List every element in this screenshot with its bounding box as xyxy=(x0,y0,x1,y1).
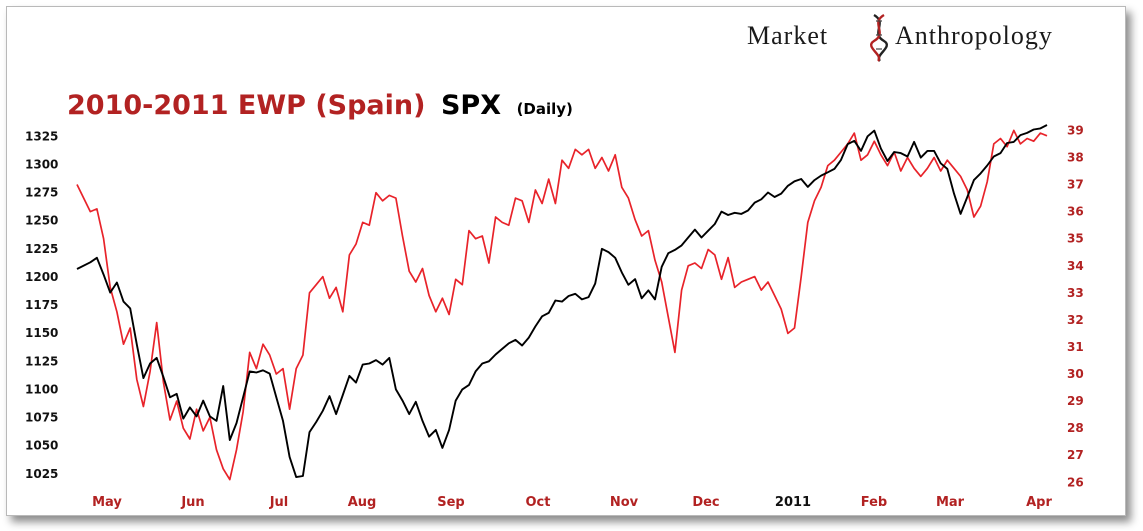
right-tick-label: 32 xyxy=(1067,313,1084,327)
right-tick-label: 29 xyxy=(1067,394,1084,408)
chart-title: 2010-2011 EWP (Spain) SPX (Daily) xyxy=(67,90,573,121)
right-tick-label: 31 xyxy=(1067,340,1084,354)
chart-canvas: Market Anthropology 2010-2011 EWP (Spain… xyxy=(25,13,1084,510)
spx-series-line xyxy=(76,124,1048,479)
left-tick-label: 1125 xyxy=(25,354,58,368)
x-tick-label: 2011 xyxy=(775,495,811,510)
plot-lines xyxy=(76,124,1048,481)
x-tick-label: Feb xyxy=(861,495,887,510)
right-tick-label: 34 xyxy=(1067,259,1084,273)
left-tick-label: 1225 xyxy=(25,242,58,256)
x-axis-ticks: May Jun Jul Aug Sep Oct Nov Dec 2011 Feb Mar Apr xyxy=(92,495,1052,510)
right-tick-label: 27 xyxy=(1067,448,1084,462)
title-note: (Daily) xyxy=(517,100,573,118)
left-tick-label: 1075 xyxy=(25,411,58,425)
left-tick-label: 1150 xyxy=(25,326,58,340)
left-tick-label: 1100 xyxy=(25,382,58,396)
left-tick-label: 1025 xyxy=(25,467,58,481)
title-secondary: SPX xyxy=(441,90,501,121)
x-tick-label: Sep xyxy=(437,495,465,510)
dna-helix-icon xyxy=(870,13,888,62)
x-tick-label: Jul xyxy=(269,495,289,510)
brand-second-word: Anthropology xyxy=(895,21,1053,50)
left-tick-label: 1275 xyxy=(25,186,58,200)
left-tick-label: 1175 xyxy=(25,298,58,312)
right-tick-label: 33 xyxy=(1067,286,1084,300)
right-tick-label: 26 xyxy=(1067,475,1084,489)
right-tick-label: 38 xyxy=(1067,150,1084,164)
left-axis-ticks: 1325 1300 1275 1250 1225 1200 1175 1150 1125 1100… xyxy=(25,129,58,481)
right-tick-label: 37 xyxy=(1067,178,1084,192)
right-tick-label: 36 xyxy=(1067,205,1084,219)
x-tick-label: Apr xyxy=(1026,495,1052,510)
left-tick-label: 1050 xyxy=(25,439,58,453)
x-tick-label: Oct xyxy=(526,495,551,510)
x-tick-label: May xyxy=(92,495,122,510)
x-tick-label: Nov xyxy=(610,495,639,510)
title-main: 2010-2011 EWP (Spain) xyxy=(67,90,425,121)
right-axis-ticks: 39 38 37 36 35 34 33 32 31 30 29 28 27 26 xyxy=(1067,123,1084,489)
brand-logo: Market Anthropology xyxy=(747,13,1053,62)
right-tick-label: 39 xyxy=(1067,123,1084,137)
x-tick-label: Dec xyxy=(692,495,719,510)
right-tick-label: 30 xyxy=(1067,367,1084,381)
ewp-series-line xyxy=(76,129,1048,481)
left-tick-label: 1325 xyxy=(25,129,58,143)
x-tick-label: Mar xyxy=(936,495,965,510)
left-tick-label: 1200 xyxy=(25,270,58,284)
x-tick-label: Jun xyxy=(180,495,204,510)
right-tick-label: 35 xyxy=(1067,232,1084,246)
brand-first-word: Market xyxy=(747,21,828,50)
right-tick-label: 28 xyxy=(1067,421,1084,435)
left-tick-label: 1300 xyxy=(25,157,58,171)
chart-frame: Market Anthropology 2010-2011 EWP (Spain… xyxy=(6,6,1126,516)
x-tick-label: Aug xyxy=(348,495,377,510)
left-tick-label: 1250 xyxy=(25,214,58,228)
